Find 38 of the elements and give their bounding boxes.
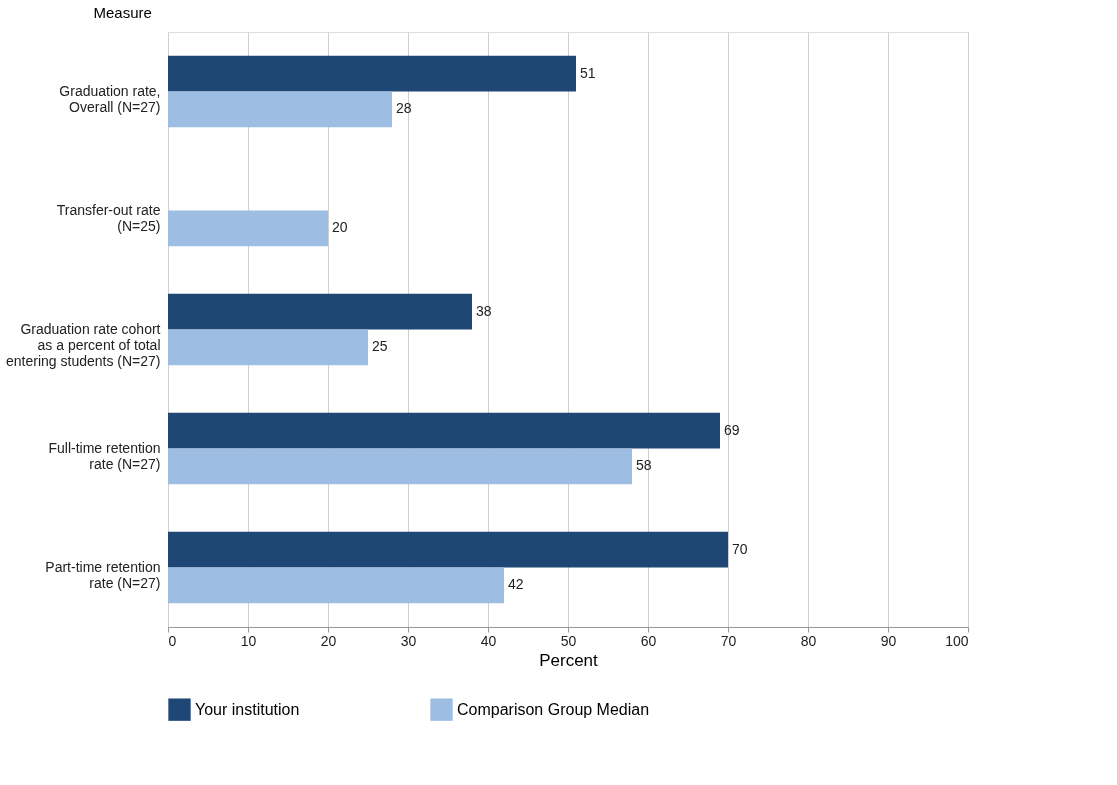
data-label: 58 <box>636 457 652 474</box>
bar <box>168 293 472 330</box>
x-tick-label: 20 <box>320 632 337 649</box>
x-tick-label: 10 <box>240 632 257 649</box>
y-tick-label: Graduation rate, Overall (N=27) <box>59 82 161 115</box>
bar <box>168 412 720 449</box>
bar <box>168 210 328 247</box>
data-label: 28 <box>396 100 412 117</box>
x-tick-label: 50 <box>560 632 577 649</box>
data-label: 20 <box>332 219 348 236</box>
bar <box>168 448 632 485</box>
legend-label: Your institution <box>195 700 300 718</box>
data-label: 42 <box>508 576 524 593</box>
y-tick-label: Transfer-out rate (N=25) <box>56 201 161 234</box>
bar <box>168 55 576 92</box>
data-label: 25 <box>372 338 388 355</box>
x-tick-label: 90 <box>880 632 897 649</box>
data-label: 70 <box>732 540 748 557</box>
y-tick-label: Full-time retention rate (N=27) <box>48 439 161 472</box>
bar <box>168 91 392 128</box>
x-tick-label: 80 <box>800 632 817 649</box>
x-tick-label: 30 <box>400 632 417 649</box>
data-label: 51 <box>580 64 596 81</box>
y-tick-label: Graduation rate cohort as a percent of total entering students (N=27) <box>6 320 161 369</box>
bar <box>168 567 504 604</box>
y-tick-label: Part-time retention rate (N=27) <box>45 558 161 591</box>
data-label: 38 <box>476 302 492 319</box>
x-tick-label: 0 <box>168 632 177 649</box>
y-axis-title: Measure <box>93 3 152 21</box>
bar <box>168 531 728 568</box>
x-tick-label: 100 <box>945 632 969 649</box>
x-tick-label: 60 <box>640 632 657 649</box>
x-tick-label: 40 <box>480 632 497 649</box>
x-axis-title: Percent <box>539 650 599 670</box>
x-tick-label: 70 <box>720 632 737 649</box>
data-label: 69 <box>724 421 740 438</box>
legend-label: Comparison Group Median <box>457 700 650 718</box>
bar <box>168 329 368 366</box>
